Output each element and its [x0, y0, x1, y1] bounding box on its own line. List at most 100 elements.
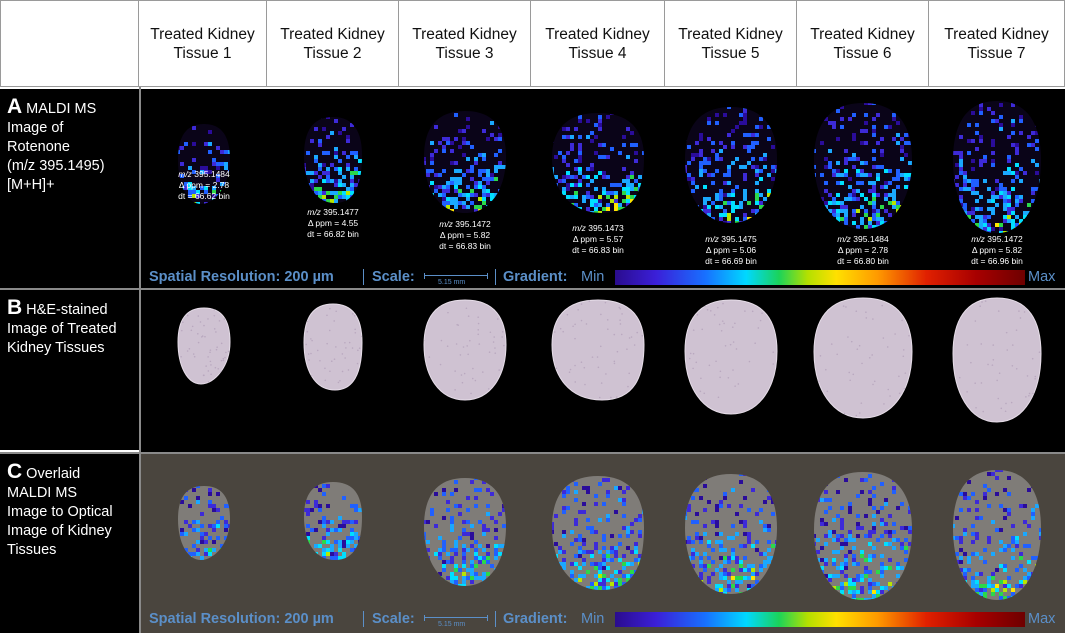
gradient-min-label: Min [581, 611, 605, 627]
row-label-c: C Overlaid MALDI MS Image to Optical Imag… [0, 454, 139, 633]
dt-value: dt = 66.96 bin [971, 256, 1023, 266]
footer-divider [495, 611, 496, 627]
mz-value: m/z 395.1472 [439, 219, 491, 229]
he-tissue-image-4 [551, 299, 645, 401]
scale-value: 5.15 mm [438, 621, 466, 628]
dt-value: dt = 66.83 bin [572, 245, 624, 255]
ion-intensity-pixels [304, 117, 362, 203]
tissue-outline [303, 303, 363, 391]
panel-maldi-images: m/z 395.1484 Δ ppm = 2.78 dt = 66.62 bin m/… [141, 89, 1065, 288]
footer-divider [495, 269, 496, 285]
ppm-value: Δ ppm = 2.78 [837, 245, 889, 255]
tissue-outline [551, 299, 645, 401]
dt-value: dt = 66.69 bin [705, 256, 757, 266]
maldi-tissue-image-4 [552, 113, 644, 213]
overlay-tissue-image-6 [814, 472, 912, 600]
mz-value: m/z 395.1472 [971, 234, 1023, 244]
mz-annotation-2: m/z 395.1477 Δ ppm = 4.55 dt = 66.82 bin [283, 207, 383, 240]
row-letter-a: A [7, 95, 23, 118]
footer-a: Spatial Resolution: 200 µm Scale: 5.15 m… [141, 267, 1065, 287]
column-header-3: Treated Kidney Tissue 3 [399, 0, 531, 87]
mz-annotation-4: m/z 395.1473 Δ ppm = 5.57 dt = 66.83 bin [548, 223, 648, 256]
gradient-label: Gradient: [503, 269, 568, 285]
ppm-value: Δ ppm = 5.06 [705, 245, 757, 255]
column-header-text: Treated Kidney Tissue 3 [412, 25, 517, 62]
gradient-color-bar [615, 612, 1025, 627]
mz-annotation-1: m/z 395.1484 Δ ppm = 2.78 dt = 66.62 bin [154, 169, 254, 202]
row-c-line-3: Image to Optical [7, 504, 113, 520]
gradient-min-label: Min [581, 269, 605, 285]
dt-value: dt = 66.62 bin [178, 191, 230, 201]
footer-c: Spatial Resolution: 200 µm Scale: 5.15 m… [141, 609, 1065, 629]
dt-value: dt = 66.80 bin [837, 256, 889, 266]
tissue-outline [423, 299, 507, 401]
mz-value: m/z 395.1477 [307, 207, 359, 217]
row-c-line-5: Tissues [7, 542, 57, 558]
mz-value: m/z 395.1473 [572, 223, 624, 233]
overlay-tissue-image-3 [424, 478, 506, 586]
row-b-line-3: Kidney Tissues [7, 340, 105, 356]
overlay-tissue-image-5 [685, 474, 777, 594]
mz-value: m/z 395.1484 [837, 234, 889, 244]
ppm-value: Δ ppm = 2.78 [178, 180, 230, 190]
row-a-line-4: (m/z 395.1495) [7, 158, 105, 174]
overlay-tissue-image-4 [552, 476, 644, 590]
column-header-text: Treated Kidney Tissue 6 [810, 25, 915, 62]
mz-annotation-5: m/z 395.1475 Δ ppm = 5.06 dt = 66.69 bin [681, 234, 781, 267]
ppm-value: Δ ppm = 5.57 [572, 234, 624, 244]
header-blank-cell [0, 0, 139, 87]
maldi-tissue-image-7 [953, 101, 1041, 233]
scale-bar [424, 615, 488, 621]
spatial-resolution-label: Spatial Resolution: 200 µm [149, 269, 334, 285]
row-a-line-2: Image of [7, 120, 64, 136]
panel-he-stained-images [141, 290, 1065, 452]
maldi-tissue-image-3 [424, 111, 506, 213]
row-letter-b: B [7, 296, 23, 319]
ion-intensity-pixels [552, 113, 644, 213]
mz-annotation-3: m/z 395.1472 Δ ppm = 5.82 dt = 66.83 bin [415, 219, 515, 252]
scale-label: Scale: [372, 611, 415, 627]
row-c-line-4: Image of Kidney [7, 523, 112, 539]
mz-value: m/z 395.1475 [705, 234, 757, 244]
he-tissue-image-3 [423, 299, 507, 401]
he-tissue-image-6 [813, 297, 913, 419]
column-header-text: Treated Kidney Tissue 7 [944, 25, 1049, 62]
he-tissue-image-1 [177, 307, 231, 385]
row-a-line-3: Rotenone [7, 139, 70, 155]
panel-overlay-images [141, 454, 1065, 633]
scale-value: 5.15 mm [438, 279, 466, 286]
mz-annotation-7: m/z 395.1472 Δ ppm = 5.82 dt = 66.96 bin [947, 234, 1047, 267]
column-header-text: Treated Kidney Tissue 1 [150, 25, 255, 62]
he-tissue-image-7 [952, 297, 1042, 423]
row-divider [0, 452, 1065, 454]
row-b-line-1: H&E-stained [26, 302, 108, 318]
row-a-line-5: [M+H]+ [7, 177, 55, 193]
mz-annotation-6: m/z 395.1484 Δ ppm = 2.78 dt = 66.80 bin [813, 234, 913, 267]
mz-value: m/z 395.1484 [178, 169, 230, 179]
overlay-tissue-image-7 [953, 470, 1041, 600]
tissue-outline [952, 297, 1042, 423]
column-header-text: Treated Kidney Tissue 5 [678, 25, 783, 62]
maldi-tissue-image-2 [304, 117, 362, 203]
he-tissue-image-2 [303, 303, 363, 391]
column-header-5: Treated Kidney Tissue 5 [665, 0, 797, 87]
gradient-label: Gradient: [503, 611, 568, 627]
column-header-1: Treated Kidney Tissue 1 [139, 0, 267, 87]
column-header-4: Treated Kidney Tissue 4 [531, 0, 665, 87]
footer-divider [363, 611, 364, 627]
overlay-tissue-image-1 [178, 486, 230, 560]
gradient-color-bar [615, 270, 1025, 285]
row-divider [0, 288, 1065, 290]
column-header-6: Treated Kidney Tissue 6 [797, 0, 929, 87]
row-letter-c: C [7, 460, 23, 483]
scale-label: Scale: [372, 269, 415, 285]
row-c-line-1: Overlaid [26, 466, 81, 482]
spatial-resolution-label: Spatial Resolution: 200 µm [149, 611, 334, 627]
row-a-line-1: MALDI MS [26, 101, 97, 117]
maldi-tissue-image-1 [178, 124, 230, 204]
column-header-2: Treated Kidney Tissue 2 [267, 0, 399, 87]
tissue-outline [813, 297, 913, 419]
column-header-7: Treated Kidney Tissue 7 [929, 0, 1065, 87]
maldi-tissue-image-5 [685, 107, 777, 223]
